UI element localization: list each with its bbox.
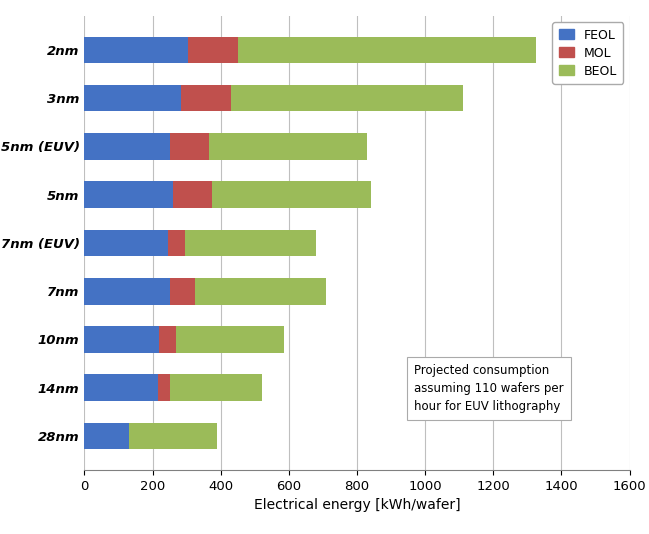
Bar [158,374,169,401]
Legend: FEOL, MOL, BEOL: FEOL, MOL, BEOL [552,22,623,84]
Bar [84,423,129,449]
Bar [209,133,367,160]
Bar [84,374,158,401]
Bar [169,374,262,401]
Bar [84,326,160,353]
Bar [169,133,209,160]
Bar [169,278,195,304]
Bar [182,85,231,112]
Bar [188,37,238,63]
Bar [160,326,177,353]
Bar [185,230,316,256]
Bar [177,326,284,353]
Bar [84,230,168,256]
X-axis label: Electrical energy [kWh/wafer]: Electrical energy [kWh/wafer] [254,498,460,512]
Bar [173,182,212,208]
Bar [84,278,169,304]
Bar [168,230,185,256]
Bar [84,85,182,112]
Bar [195,278,326,304]
Bar [238,37,536,63]
Bar [84,133,169,160]
Bar [84,37,188,63]
Bar [129,423,217,449]
Text: Projected consumption
assuming 110 wafers per
hour for EUV lithography: Projected consumption assuming 110 wafer… [414,364,564,413]
Bar [84,182,173,208]
Bar [231,85,463,112]
Bar [212,182,371,208]
